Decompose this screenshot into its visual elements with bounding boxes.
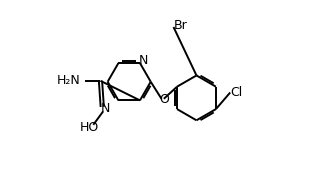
Text: N: N bbox=[138, 54, 148, 67]
Text: O: O bbox=[159, 93, 169, 106]
Text: N: N bbox=[100, 102, 110, 115]
Text: HO: HO bbox=[80, 121, 99, 134]
Text: Cl: Cl bbox=[230, 86, 243, 99]
Text: H₂N: H₂N bbox=[57, 74, 81, 87]
Text: Br: Br bbox=[174, 19, 188, 32]
